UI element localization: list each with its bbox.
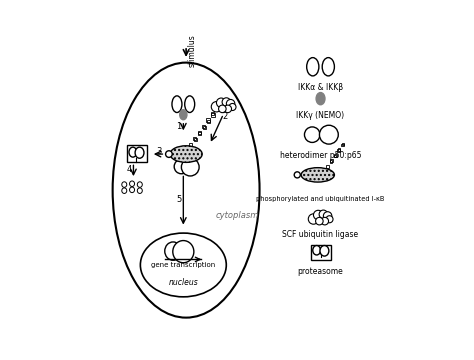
Ellipse shape — [180, 110, 187, 120]
Bar — [326, 165, 329, 168]
Ellipse shape — [165, 151, 172, 157]
Text: SCF ubiquitin ligase: SCF ubiquitin ligase — [283, 230, 359, 239]
Ellipse shape — [224, 105, 231, 113]
Bar — [341, 144, 344, 146]
Ellipse shape — [165, 242, 182, 260]
Ellipse shape — [185, 96, 195, 112]
Text: 1: 1 — [176, 122, 181, 131]
Ellipse shape — [307, 58, 319, 76]
Ellipse shape — [211, 102, 222, 112]
Bar — [198, 132, 201, 135]
Ellipse shape — [170, 146, 202, 162]
Ellipse shape — [316, 93, 325, 105]
Bar — [211, 113, 215, 117]
Ellipse shape — [222, 98, 230, 106]
Bar — [338, 148, 340, 151]
Ellipse shape — [322, 58, 334, 76]
Ellipse shape — [182, 158, 199, 176]
Bar — [193, 137, 196, 140]
Bar — [211, 112, 214, 116]
Text: proteasome: proteasome — [298, 267, 344, 276]
Text: phosphorylated and ubiquitinated I-κB: phosphorylated and ubiquitinated I-κB — [256, 196, 385, 202]
Text: gene transcription: gene transcription — [151, 262, 216, 268]
Bar — [334, 155, 337, 157]
Bar — [202, 126, 206, 129]
Ellipse shape — [172, 96, 182, 112]
Text: stimulus: stimulus — [188, 34, 197, 67]
Ellipse shape — [173, 240, 194, 263]
Ellipse shape — [323, 212, 332, 220]
Ellipse shape — [320, 246, 329, 256]
Bar — [330, 160, 332, 163]
Text: 5: 5 — [176, 195, 181, 204]
Ellipse shape — [113, 63, 260, 318]
Text: 2: 2 — [222, 112, 228, 121]
Ellipse shape — [227, 99, 235, 108]
Ellipse shape — [304, 127, 320, 143]
Bar — [189, 143, 192, 146]
Ellipse shape — [321, 217, 328, 225]
Ellipse shape — [308, 214, 319, 224]
Text: 3: 3 — [156, 147, 162, 156]
Bar — [330, 159, 333, 162]
Ellipse shape — [301, 168, 334, 182]
Bar — [127, 145, 147, 162]
Ellipse shape — [294, 172, 301, 178]
Text: 4: 4 — [127, 165, 132, 174]
Text: nucleus: nucleus — [168, 279, 198, 288]
Bar — [207, 118, 210, 122]
Ellipse shape — [129, 147, 137, 157]
Bar — [342, 143, 345, 145]
Ellipse shape — [135, 147, 144, 158]
Bar — [337, 149, 340, 152]
Ellipse shape — [219, 105, 226, 113]
Text: IKKγ (NEMO): IKKγ (NEMO) — [296, 111, 345, 120]
Ellipse shape — [140, 233, 226, 297]
Ellipse shape — [316, 217, 323, 225]
Bar — [207, 120, 210, 123]
Bar — [334, 154, 337, 157]
Text: heterodimer p50:p65: heterodimer p50:p65 — [280, 151, 361, 160]
Ellipse shape — [174, 159, 189, 174]
Ellipse shape — [313, 246, 320, 255]
Ellipse shape — [319, 125, 338, 144]
Ellipse shape — [217, 98, 226, 107]
Ellipse shape — [313, 210, 323, 220]
Ellipse shape — [229, 103, 236, 111]
Bar — [194, 138, 197, 141]
Ellipse shape — [326, 216, 333, 223]
Text: IKKα & IKKβ: IKKα & IKKβ — [298, 83, 343, 92]
Bar — [202, 125, 205, 127]
Bar — [310, 245, 330, 260]
Bar — [198, 131, 201, 134]
Ellipse shape — [319, 210, 328, 219]
Text: cytoplasm: cytoplasm — [216, 211, 259, 220]
